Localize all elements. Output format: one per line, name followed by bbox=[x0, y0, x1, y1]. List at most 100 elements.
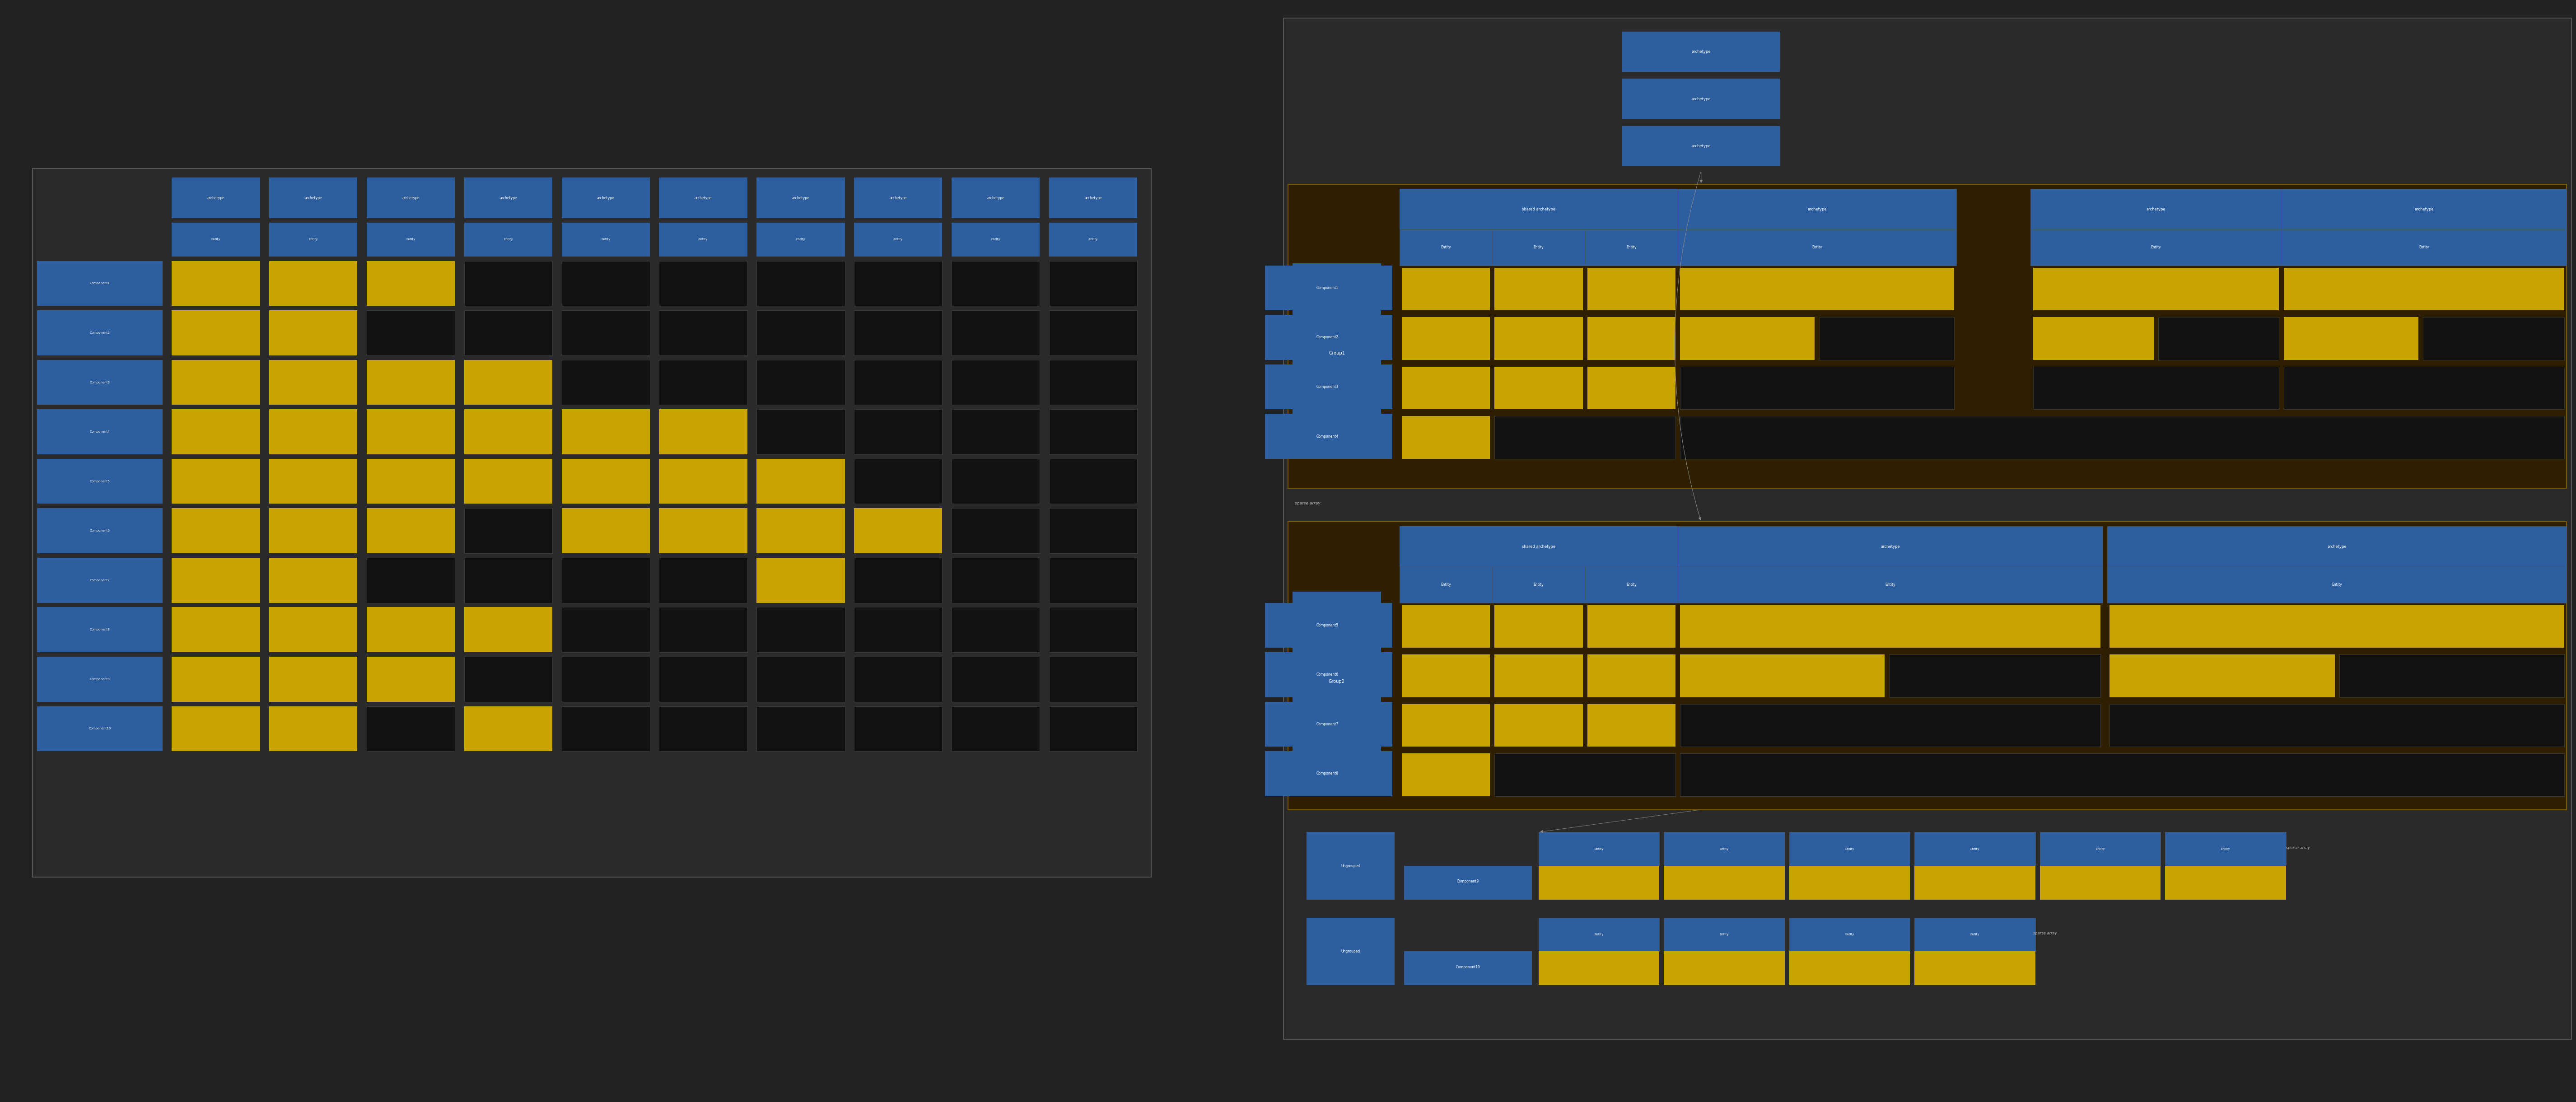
Bar bbox=[659, 223, 747, 257]
Bar bbox=[1914, 918, 2035, 951]
Text: Entity: Entity bbox=[1595, 847, 1605, 851]
Bar bbox=[855, 657, 943, 702]
Bar bbox=[1494, 605, 1582, 648]
Bar bbox=[951, 657, 1041, 702]
Bar bbox=[1680, 704, 2099, 747]
Bar bbox=[2282, 367, 2563, 409]
Bar bbox=[659, 508, 747, 553]
Bar bbox=[1494, 754, 1674, 796]
Bar bbox=[464, 607, 551, 652]
Bar bbox=[757, 558, 845, 603]
Bar bbox=[173, 607, 260, 652]
Bar bbox=[951, 607, 1041, 652]
Bar bbox=[562, 177, 649, 218]
Bar bbox=[366, 607, 456, 652]
Bar bbox=[1265, 702, 1394, 747]
Bar bbox=[2110, 605, 2563, 648]
Bar bbox=[36, 409, 162, 454]
Text: Entity: Entity bbox=[1533, 583, 1543, 586]
Bar bbox=[36, 558, 162, 603]
Text: Entity: Entity bbox=[894, 238, 902, 241]
Bar bbox=[1914, 866, 2035, 899]
Bar bbox=[464, 360, 551, 404]
Bar bbox=[1048, 311, 1136, 355]
Text: Component10: Component10 bbox=[88, 727, 111, 730]
Text: Entity: Entity bbox=[796, 238, 806, 241]
Text: Group2: Group2 bbox=[1329, 679, 1345, 683]
Bar bbox=[757, 508, 845, 553]
Bar bbox=[1587, 268, 1674, 311]
Bar bbox=[1048, 223, 1136, 257]
Bar bbox=[1293, 263, 1381, 443]
Text: Component9: Component9 bbox=[1458, 879, 1479, 884]
Text: archetype: archetype bbox=[2326, 544, 2347, 549]
Bar bbox=[1265, 603, 1394, 648]
Bar bbox=[757, 311, 845, 355]
Bar bbox=[173, 558, 260, 603]
Text: archetype: archetype bbox=[1808, 207, 1826, 212]
Bar bbox=[1288, 521, 2566, 810]
Bar bbox=[951, 706, 1041, 752]
Bar bbox=[173, 177, 260, 218]
Bar bbox=[464, 177, 551, 218]
Bar bbox=[36, 311, 162, 355]
Bar bbox=[1404, 866, 1533, 899]
Bar bbox=[1048, 409, 1136, 454]
Bar bbox=[1664, 918, 1785, 951]
Bar bbox=[173, 409, 260, 454]
Text: Ungrouped: Ungrouped bbox=[1342, 864, 1360, 868]
Text: Component5: Component5 bbox=[90, 480, 111, 483]
Bar bbox=[366, 508, 456, 553]
Text: archetype: archetype bbox=[2146, 207, 2166, 212]
Bar bbox=[36, 607, 162, 652]
Bar bbox=[659, 261, 747, 306]
Bar bbox=[855, 508, 943, 553]
Text: Entity: Entity bbox=[1721, 933, 1728, 936]
Text: Entity: Entity bbox=[1625, 246, 1636, 249]
Bar bbox=[1680, 367, 1955, 409]
Bar bbox=[173, 458, 260, 504]
Bar bbox=[562, 409, 649, 454]
Bar bbox=[757, 657, 845, 702]
Bar bbox=[1492, 566, 1584, 603]
Bar bbox=[1587, 317, 1674, 360]
Bar bbox=[1048, 508, 1136, 553]
Bar bbox=[1048, 558, 1136, 603]
Bar bbox=[1680, 754, 2563, 796]
Bar bbox=[1538, 918, 1659, 951]
Bar bbox=[2030, 229, 2282, 266]
Bar bbox=[1680, 605, 2099, 648]
Bar bbox=[1790, 918, 1909, 951]
Bar bbox=[1048, 706, 1136, 752]
Bar bbox=[562, 223, 649, 257]
Bar bbox=[464, 311, 551, 355]
Bar bbox=[1048, 177, 1136, 218]
Bar bbox=[2030, 188, 2282, 229]
Bar bbox=[562, 311, 649, 355]
Bar bbox=[270, 607, 358, 652]
Bar bbox=[2110, 704, 2563, 747]
Bar bbox=[366, 657, 456, 702]
Bar bbox=[2032, 317, 2154, 360]
Bar bbox=[951, 508, 1041, 553]
Bar bbox=[2032, 268, 2280, 311]
Bar bbox=[1265, 266, 1394, 311]
Text: Component3: Component3 bbox=[1316, 385, 1340, 389]
Text: archetype: archetype bbox=[696, 196, 711, 199]
Text: archetype: archetype bbox=[1880, 544, 1901, 549]
Text: Entity: Entity bbox=[1971, 933, 1978, 936]
Text: Component1: Component1 bbox=[90, 282, 111, 284]
Bar bbox=[2040, 832, 2161, 866]
Text: Group1: Group1 bbox=[1329, 350, 1345, 355]
Bar bbox=[270, 177, 358, 218]
Bar bbox=[562, 657, 649, 702]
Bar bbox=[36, 261, 162, 306]
Bar bbox=[1401, 367, 1489, 409]
Bar bbox=[562, 607, 649, 652]
Text: archetype: archetype bbox=[987, 196, 1005, 199]
Bar bbox=[562, 261, 649, 306]
Bar bbox=[1587, 605, 1674, 648]
Bar bbox=[1914, 951, 2035, 985]
Bar bbox=[951, 177, 1041, 218]
Text: sparse array: sparse array bbox=[2285, 846, 2311, 850]
